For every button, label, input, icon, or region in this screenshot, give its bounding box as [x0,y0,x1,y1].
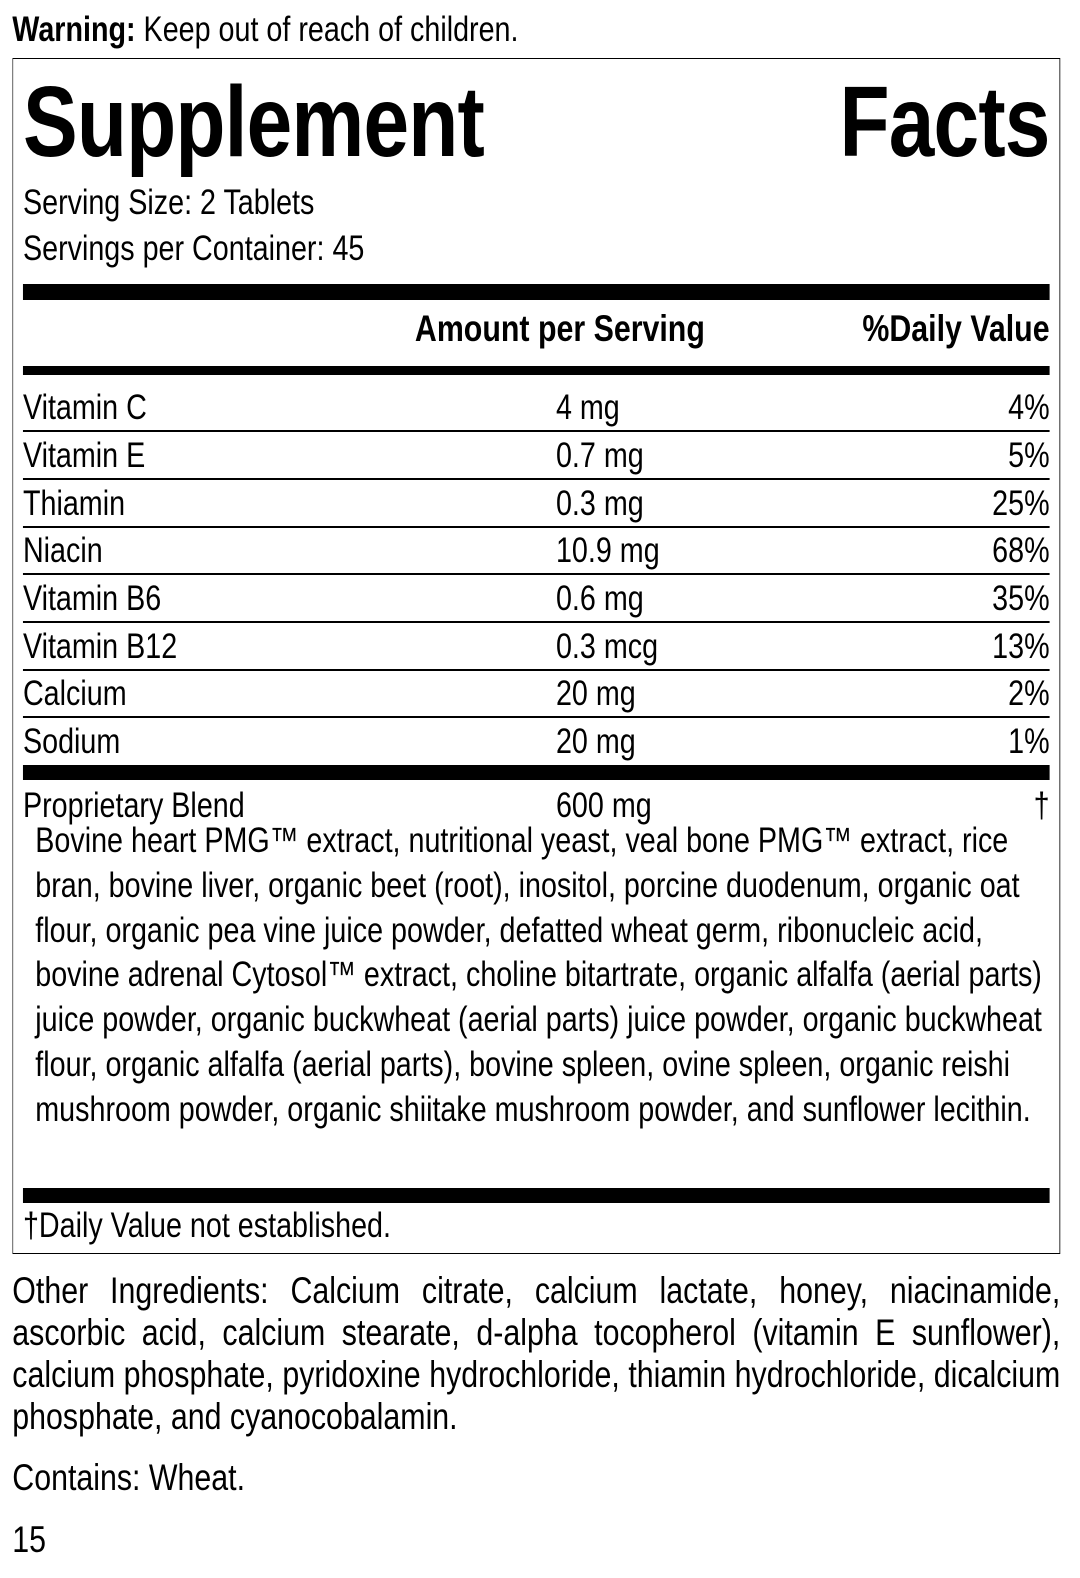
nutrient-amount: 10.9 mg [555,531,660,570]
nutrient-amount: 4 mg [555,388,620,427]
facts-panel: Supplement Facts Serving Size: 2 Tablets… [12,58,1061,1254]
nutrient-amount: 0.3 mg [555,484,644,523]
nutrient-amount: 0.6 mg [555,579,644,618]
nutrient-name: Calcium [22,674,127,713]
nutrient-row: Thiamin 0.3 mg 25% [22,479,1050,528]
divider-medium [22,366,1050,375]
warning-label: Warning: [12,10,136,49]
nutrient-name: Vitamin B12 [22,627,178,666]
other-ingredients: Other Ingredients: Calcium citrate, calc… [12,1270,1061,1437]
header-daily-value: %Daily Value [862,308,1050,349]
nutrient-dv: 25% [992,484,1050,523]
nutrient-name: Vitamin C [22,388,147,427]
nutrient-row: Vitamin B12 0.3 mcg 13% [22,622,1050,671]
allergen-statement: Contains: Wheat. [12,1457,246,1498]
blend-amount: 600 mg [555,786,652,825]
serving-size: Serving Size: 2 Tablets [22,183,315,222]
nutrient-dv: 4% [1008,388,1050,427]
nutrient-row: Calcium 20 mg 2% [22,669,1050,718]
blend-ingredients: Bovine heart PMG™ extract, nutritional y… [35,821,1042,1129]
warning-text: Keep out of reach of children. [135,10,519,49]
nutrient-dv: 13% [992,627,1050,666]
divider-thick [22,1188,1050,1203]
blend-row: Proprietary Blend 600 mg † [23,781,1050,828]
title-word-2: Facts [839,66,1050,178]
nutrient-amount: 20 mg [555,674,636,713]
nutrient-dv: 1% [1008,722,1050,761]
page-number: 15 [12,1519,47,1560]
divider-thick [22,765,1050,780]
nutrient-dv: 35% [992,579,1050,618]
nutrient-row: Vitamin B6 0.6 mg 35% [22,574,1050,623]
nutrient-name: Thiamin [22,484,126,523]
nutrient-amount: 0.3 mcg [555,627,659,666]
nutrient-amount: 0.7 mg [555,436,644,475]
warning: Warning: Keep out of reach of children. [12,8,518,52]
nutrient-dv: 5% [1008,436,1050,475]
blend-dv: † [1033,786,1050,825]
nutrient-row: Vitamin E 0.7 mg 5% [22,431,1050,480]
nutrient-row: Sodium 20 mg 1% [23,717,1050,764]
nutrient-amount: 20 mg [555,722,636,761]
nutrient-dv: 68% [992,531,1050,570]
title-word-1: Supplement [22,66,485,178]
header-amount: Amount per Serving [414,308,705,349]
nutrient-dv: 2% [1008,674,1050,713]
nutrient-name: Vitamin B6 [22,579,162,618]
nutrient-name: Niacin [22,531,103,570]
divider-thick [22,284,1050,300]
nutrient-row: Niacin 10.9 mg 68% [22,526,1050,575]
footnote: †Daily Value not established. [22,1206,391,1245]
nutrient-name: Sodium [22,722,121,761]
blend-name: Proprietary Blend [22,786,245,825]
servings-per-container: Servings per Container: 45 [22,229,365,268]
panel-title: Supplement Facts [23,67,1050,177]
nutrient-row: Vitamin C 4 mg 4% [22,383,1050,432]
nutrient-name: Vitamin E [22,436,146,475]
